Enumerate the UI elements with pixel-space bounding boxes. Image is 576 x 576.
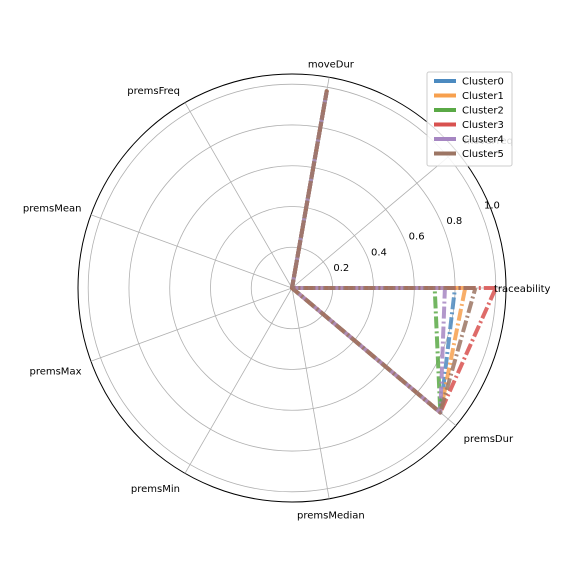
legend-label-Cluster5: Cluster5 bbox=[462, 149, 504, 160]
radar-series bbox=[290, 89, 498, 415]
axis-label-traceability: traceability bbox=[494, 284, 551, 295]
axis-label-premsFreq: premsFreq bbox=[127, 86, 180, 97]
legend: Cluster0 Cluster1 Cluster2 Cluster3 Cluster4… bbox=[426, 71, 513, 167]
spoke bbox=[90, 214, 293, 289]
axis-label-premsMin: premsMin bbox=[131, 484, 180, 495]
spoke bbox=[184, 287, 293, 474]
radial-tick-label: 0.8 bbox=[446, 216, 462, 227]
spoke bbox=[184, 102, 293, 289]
axis-label-premsMean: premsMean bbox=[23, 203, 82, 214]
radial-tick-label: 0.2 bbox=[333, 263, 349, 274]
legend-label-Cluster2: Cluster2 bbox=[462, 106, 504, 117]
radial-tick-label: 0.6 bbox=[409, 232, 425, 243]
spoke bbox=[291, 287, 330, 499]
legend-label-Cluster4: Cluster4 bbox=[462, 135, 504, 146]
axis-label-premsMax: premsMax bbox=[29, 367, 81, 378]
axis-label-moveDur: moveDur bbox=[308, 59, 355, 70]
axis-label-premsDur: premsDur bbox=[464, 434, 514, 445]
spoke bbox=[291, 150, 457, 289]
legend-label-Cluster0: Cluster0 bbox=[462, 77, 504, 88]
axis-label-premsMedian: premsMedian bbox=[297, 511, 365, 522]
legend-label-Cluster3: Cluster3 bbox=[462, 120, 504, 131]
series-line-Cluster4 bbox=[290, 89, 447, 415]
radial-tick-label: 0.4 bbox=[371, 247, 387, 258]
series-line-Cluster5 bbox=[290, 89, 478, 415]
spoke bbox=[90, 287, 293, 362]
series-line-Cluster2 bbox=[290, 89, 443, 415]
radial-tick-label: 1.0 bbox=[484, 200, 500, 211]
legend-label-Cluster1: Cluster1 bbox=[462, 91, 504, 102]
